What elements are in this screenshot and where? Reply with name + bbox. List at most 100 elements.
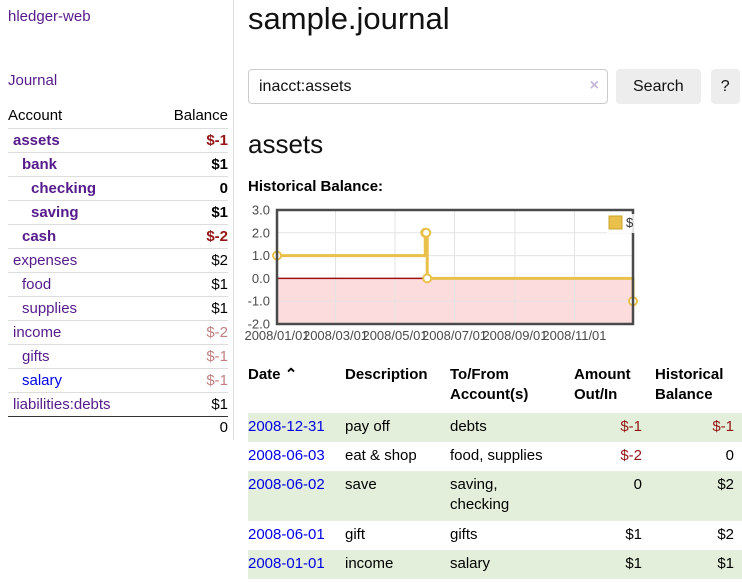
transaction-balance: $-1	[655, 413, 742, 442]
tick-label: 0.0	[252, 271, 270, 286]
search-form: × Search ?	[248, 69, 742, 104]
account-link[interactable]: expenses	[8, 252, 77, 269]
tick-label: 2008/01/01	[244, 328, 309, 343]
account-link[interactable]: assets	[8, 132, 60, 149]
accounts-header-balance: Balance	[152, 103, 228, 129]
transaction-row: 2008-06-03 eat & shop food, supplies $-2…	[248, 442, 742, 471]
transaction-balance: 0	[655, 442, 742, 471]
transaction-date-link[interactable]: 2008-06-03	[248, 447, 325, 464]
transaction-row: 2008-12-31 pay off debts $-1 $-1	[248, 413, 742, 442]
transaction-row: 2008-01-01 income salary $1 $1	[248, 550, 742, 579]
sidebar: hledger-web Journal Account Balance asse…	[0, 0, 234, 440]
account-link[interactable]: liabilities:debts	[8, 396, 111, 413]
register-header-accounts: To/From Account(s)	[450, 363, 574, 413]
account-balance: $-1	[152, 345, 228, 369]
account-row: checking 0	[8, 177, 228, 201]
tick-label: 3.0	[252, 203, 270, 218]
accounts-header-account: Account	[8, 103, 152, 129]
account-link[interactable]: food	[8, 276, 51, 293]
account-balance: $2	[152, 249, 228, 273]
transaction-row: 2008-06-02 save saving, checking 0 $2	[248, 471, 742, 521]
transaction-row: 2008-06-01 gift gifts $1 $2	[248, 521, 742, 550]
tick-label: 2008/09/01	[482, 328, 547, 343]
account-heading: assets	[248, 129, 742, 160]
account-row: supplies $1	[8, 297, 228, 321]
account-link[interactable]: saving	[8, 204, 79, 221]
account-row: income $-2	[8, 321, 228, 345]
data-point	[423, 274, 431, 282]
account-balance: $1	[152, 393, 228, 417]
tick-label: 2008/03/01	[303, 328, 368, 343]
transaction-balance: $2	[655, 471, 742, 521]
account-link[interactable]: gifts	[8, 348, 50, 365]
transaction-amount: $1	[574, 521, 655, 550]
transaction-description: save	[345, 471, 450, 521]
account-row: expenses $2	[8, 249, 228, 273]
main-content: sample.journal × Search ? assets Histori…	[248, 0, 742, 579]
legend-swatch	[609, 216, 622, 229]
register-header-row: Date ⌃ Description To/From Account(s) Am…	[248, 363, 742, 413]
account-link[interactable]: cash	[8, 228, 56, 245]
account-row: liabilities:debts $1	[8, 393, 228, 417]
accounts-table: Account Balance assets $-1 bank $1 check…	[8, 103, 228, 439]
transaction-description: pay off	[345, 413, 450, 442]
account-row: gifts $-1	[8, 345, 228, 369]
account-balance: $-2	[152, 321, 228, 345]
account-balance: $1	[152, 201, 228, 225]
tick-label: 2008/11/01	[542, 328, 606, 343]
accounts-header-row: Account Balance	[8, 103, 228, 129]
search-input-wrap: ×	[248, 69, 608, 104]
chart-title: Historical Balance:	[248, 178, 742, 195]
transaction-amount: $1	[574, 550, 655, 579]
tick-label: 2.0	[252, 225, 270, 240]
transaction-date-link[interactable]: 2008-06-02	[248, 476, 325, 493]
account-link[interactable]: bank	[8, 156, 57, 173]
transaction-accounts: salary	[450, 550, 574, 579]
register-header-balance: Historical Balance	[655, 363, 742, 413]
account-row: bank $1	[8, 153, 228, 177]
transaction-description: eat & shop	[345, 442, 450, 471]
transaction-amount: $-1	[574, 413, 655, 442]
account-row: saving $1	[8, 201, 228, 225]
account-link[interactable]: checking	[8, 180, 96, 197]
account-balance: $1	[152, 297, 228, 321]
account-link[interactable]: income	[8, 324, 61, 341]
tick-label: -1.0	[248, 294, 270, 309]
account-balance: $1	[152, 273, 228, 297]
transaction-accounts: debts	[450, 413, 574, 442]
search-input[interactable]	[248, 69, 608, 104]
account-balance: 0	[152, 177, 228, 201]
account-balance: $-2	[152, 225, 228, 249]
account-link[interactable]: salary	[8, 372, 62, 389]
account-row: cash $-2	[8, 225, 228, 249]
transaction-date-link[interactable]: 2008-01-01	[248, 555, 325, 572]
journal-link[interactable]: Journal	[8, 72, 233, 89]
account-row: salary $-1	[8, 369, 228, 393]
transaction-accounts: food, supplies	[450, 442, 574, 471]
register-header-description: Description	[345, 363, 450, 413]
app-title-link[interactable]: hledger-web	[8, 8, 233, 25]
help-button[interactable]: ?	[711, 69, 740, 104]
register-header-date[interactable]: Date ⌃	[248, 363, 345, 413]
transaction-date-link[interactable]: 2008-12-31	[248, 418, 325, 435]
accounts-total-row: 0	[8, 417, 228, 440]
account-balance: $-1	[152, 369, 228, 393]
transaction-date-link[interactable]: 2008-06-01	[248, 526, 325, 543]
data-point	[422, 229, 430, 237]
register-table: Date ⌃ Description To/From Account(s) Am…	[248, 363, 742, 579]
account-balance: $1	[152, 153, 228, 177]
tick-label: 1.0	[252, 248, 270, 263]
search-button[interactable]: Search	[616, 69, 701, 104]
account-balance: $-1	[152, 129, 228, 153]
transaction-description: gift	[345, 521, 450, 550]
transaction-accounts: saving, checking	[450, 471, 574, 521]
accounts-total-value: 0	[152, 417, 228, 440]
account-row: food $1	[8, 273, 228, 297]
transaction-accounts: gifts	[450, 521, 574, 550]
tick-label: 2008/07/01	[422, 328, 487, 343]
account-row: assets $-1	[8, 129, 228, 153]
clear-search-icon[interactable]: ×	[590, 77, 599, 95]
transaction-balance: $1	[655, 550, 742, 579]
transaction-balance: $2	[655, 521, 742, 550]
account-link[interactable]: supplies	[8, 300, 77, 317]
